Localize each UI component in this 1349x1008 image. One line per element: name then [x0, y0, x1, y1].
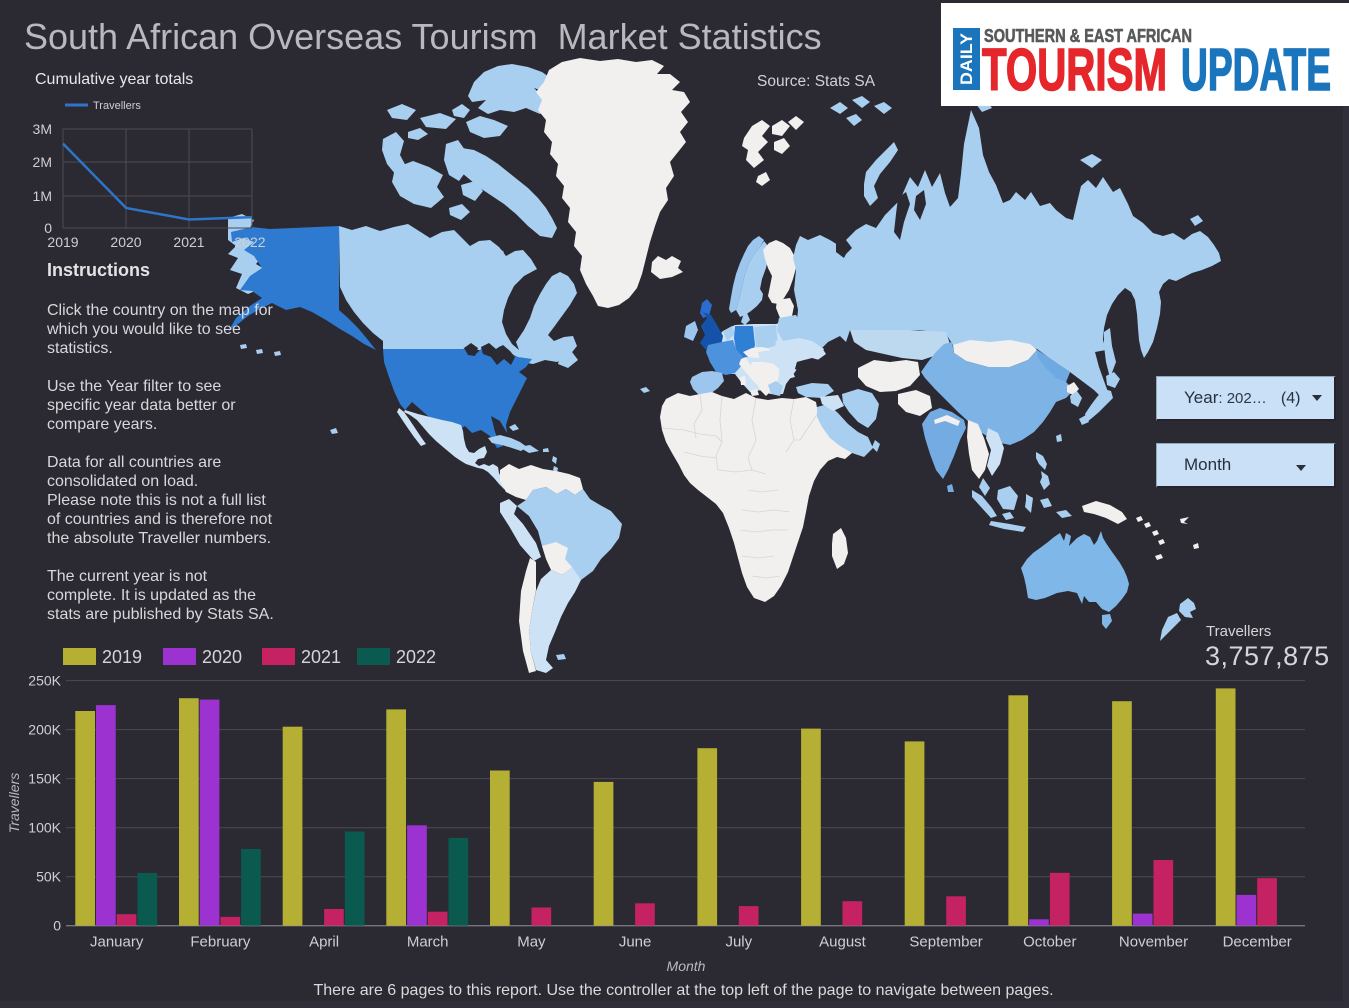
svg-text:Travellers: Travellers: [6, 773, 22, 833]
svg-text:SOUTHERN & EAST AFRICAN: SOUTHERN & EAST AFRICAN: [984, 26, 1192, 46]
svg-text:February: February: [190, 934, 251, 951]
svg-text:2021: 2021: [173, 234, 204, 250]
svg-text:Travellers: Travellers: [93, 100, 141, 112]
svg-text:2020: 2020: [110, 234, 141, 250]
svg-text:March: March: [407, 934, 449, 951]
svg-text:Month: Month: [667, 958, 706, 974]
svg-text:3M: 3M: [33, 121, 52, 137]
svg-text:2M: 2M: [33, 154, 52, 170]
svg-text:1M: 1M: [33, 188, 52, 204]
svg-text:2022: 2022: [396, 647, 436, 667]
svg-text:August: August: [819, 934, 867, 951]
svg-text:100K: 100K: [28, 820, 61, 836]
svg-text:0: 0: [44, 220, 52, 236]
svg-text:July: July: [725, 934, 752, 951]
svg-text:2019: 2019: [47, 234, 78, 250]
svg-text:2021: 2021: [301, 647, 341, 667]
svg-text:June: June: [619, 934, 652, 951]
svg-text:2020: 2020: [202, 647, 242, 667]
svg-text:UPDATE: UPDATE: [1181, 37, 1331, 103]
svg-text:November: November: [1119, 934, 1188, 951]
svg-text:January: January: [90, 934, 144, 951]
svg-text:May: May: [517, 934, 546, 951]
svg-text:2022: 2022: [234, 234, 265, 250]
svg-text:DAILY: DAILY: [957, 32, 976, 85]
svg-text:October: October: [1023, 934, 1076, 951]
svg-text:TOURISM: TOURISM: [982, 37, 1167, 103]
svg-text:250K: 250K: [28, 673, 61, 689]
svg-text:2019: 2019: [102, 647, 142, 667]
svg-text:0: 0: [53, 918, 61, 934]
svg-text:December: December: [1223, 934, 1292, 951]
svg-text:50K: 50K: [36, 869, 62, 885]
svg-text:150K: 150K: [28, 771, 61, 787]
svg-text:200K: 200K: [28, 722, 61, 738]
svg-text:September: September: [909, 934, 982, 951]
svg-text:April: April: [309, 934, 339, 951]
